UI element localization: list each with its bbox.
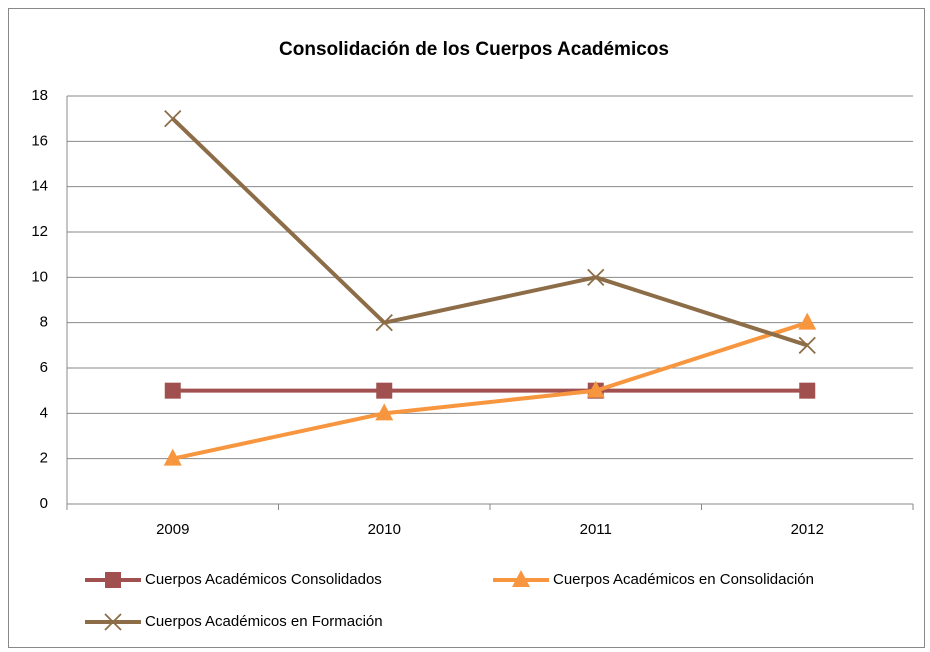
marker: [164, 110, 182, 128]
y-tick-label: 6: [40, 359, 48, 376]
legend-marker: [105, 572, 121, 588]
marker: [376, 382, 393, 399]
chart-border: [8, 8, 925, 648]
legend-label: Cuerpos Académicos Consolidados: [145, 571, 382, 588]
y-tick-label: 8: [40, 314, 48, 331]
y-tick-label: 0: [40, 495, 48, 512]
marker: [799, 382, 816, 399]
marker: [798, 312, 817, 330]
y-tick-label: 16: [31, 132, 48, 149]
series-line: [172, 320, 808, 461]
marker: [798, 336, 816, 354]
legend-label: Cuerpos Académicos en Formación: [145, 613, 383, 630]
x-tick-label: 2010: [368, 521, 401, 538]
y-tick-label: 10: [31, 268, 48, 285]
marker: [164, 382, 181, 399]
marker: [163, 448, 182, 466]
marker: [587, 268, 605, 286]
marker: [375, 403, 394, 421]
y-tick-label: 14: [31, 178, 48, 195]
y-tick-label: 2: [40, 450, 48, 467]
y-tick-label: 18: [31, 87, 48, 104]
series-line: [171, 117, 808, 348]
y-tick-label: 12: [31, 223, 48, 240]
legend-marker: [512, 570, 530, 587]
chart-title: Consolidación de los Cuerpos Académicos: [279, 39, 669, 60]
marker: [375, 314, 393, 332]
legend-marker: [104, 613, 122, 631]
x-tick-label: 2012: [791, 521, 824, 538]
y-tick-label: 4: [40, 404, 48, 421]
marker: [586, 380, 605, 398]
x-tick-label: 2009: [156, 521, 189, 538]
x-tick-label: 2011: [580, 521, 612, 538]
legend-label: Cuerpos Académicos en Consolidación: [553, 571, 814, 588]
